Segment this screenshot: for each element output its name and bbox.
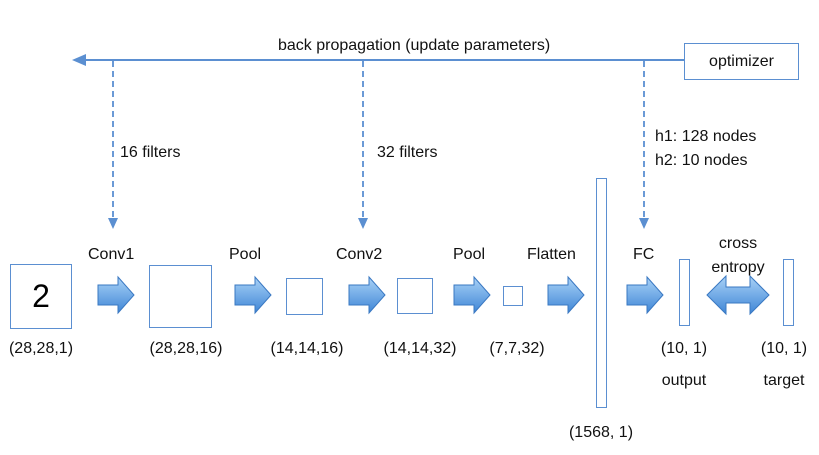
arrow-input-to-conv1 [97,275,135,315]
flatten-shape-label: (1568, 1) [568,424,634,441]
conv2-filters-arrowhead [358,218,368,229]
conv1-shape-label: (28,28,16) [149,340,223,357]
conv1-label: Conv1 [88,246,135,263]
fc-nodes-arrowhead [639,218,649,229]
backprop-label: back propagation (update parameters) [278,37,551,54]
conv1-filters-arrowhead [108,218,118,229]
flatten-label: Flatten [527,246,576,263]
pool1-label: Pool [229,246,262,263]
output-vector [679,259,690,326]
arrow-pool1-to-conv2 [348,275,386,315]
fc-h1-nodes-label: h1: 128 nodes [655,128,757,145]
fc-h2-nodes-label: h2: 10 nodes [655,152,748,169]
optimizer-label: optimizer [709,52,774,70]
arrow-conv1-to-pool1 [234,275,272,315]
pool1-feature-map [286,278,323,315]
arrow-conv2-to-pool2 [453,275,491,315]
backprop-arrowhead [72,54,86,66]
conv2-filters-label: 32 filters [377,144,438,161]
target-label: target [763,372,805,389]
pool1-shape-label: (14,14,16) [270,340,344,357]
conv2-feature-map [397,278,433,314]
target-vector [783,259,794,326]
cross-entropy-double-arrow [706,274,770,316]
pool2-feature-map [503,286,523,306]
arrow-pool2-to-flatten [547,275,585,315]
cross-entropy-label-line2: entropy [711,259,765,276]
arrow-flatten-to-fc [626,275,664,315]
input-digit: 2 [32,278,50,314]
target-shape-label: (10, 1) [760,340,808,357]
output-label: output [661,372,707,389]
pool2-label: Pool [453,246,486,263]
conv1-feature-map [149,265,212,328]
flatten-vector [596,178,607,408]
conv2-shape-label: (14,14,32) [383,340,457,357]
conv1-filters-label: 16 filters [120,144,181,161]
pool2-shape-label: (7,7,32) [489,340,545,357]
input-shape-label: (28,28,1) [8,340,74,357]
fc-label: FC [633,246,655,263]
cross-entropy-label-line1: cross [718,235,758,252]
conv2-label: Conv2 [336,246,383,263]
output-shape-label: (10, 1) [660,340,708,357]
optimizer-box: optimizer [684,43,799,80]
input-image-box: 2 [10,264,72,329]
